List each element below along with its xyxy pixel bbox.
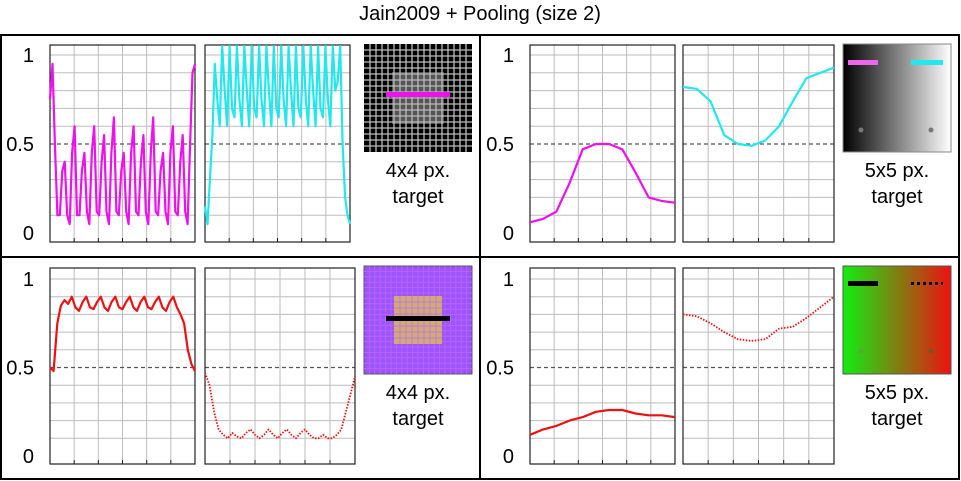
target-label: target (871, 408, 923, 430)
panel-bottom-right: 0 0.5 1 5x5 px. target (486, 265, 952, 468)
subplot (49, 267, 196, 465)
target-label: 5x5 px. (865, 160, 929, 182)
green-red-gradient-target-icon (842, 265, 952, 375)
subplot (48, 44, 197, 243)
series-line (682, 295, 835, 342)
series-line (48, 62, 197, 226)
series-line (682, 66, 835, 147)
subplot (204, 267, 356, 465)
panel-top-right: 0 0.5 1 5x5 px. target (486, 43, 952, 245)
series-line (529, 408, 676, 436)
target-label: 5x5 px. (865, 382, 929, 404)
target-label: target (392, 408, 444, 430)
subplot (529, 267, 676, 465)
checkerboard-grid-gray-icon (364, 44, 472, 152)
target-label: target (392, 186, 444, 208)
panel-bottom-left: 0 0.5 1 4x4 px. target (6, 265, 473, 468)
y-tick-label: 1 (503, 45, 514, 67)
subplot (682, 267, 835, 465)
y-tick-label: 1 (503, 269, 514, 291)
target-label: 4x4 px. (386, 382, 450, 404)
y-tick-label: 0.5 (486, 134, 514, 156)
y-tick-label: 0.5 (486, 358, 514, 380)
target-label: 4x4 px. (386, 160, 450, 182)
series-line (203, 44, 352, 226)
series-line (529, 142, 676, 224)
y-tick-label: 0 (23, 223, 34, 245)
subplot (203, 44, 352, 243)
panel-top-left: 0 0.5 1 4x4 px. target (6, 44, 472, 245)
gray-gradient-target-icon (842, 43, 952, 153)
y-tick-label: 0 (503, 446, 514, 468)
subplot (682, 44, 835, 243)
purple-orange-grid-target-icon (363, 265, 473, 375)
y-tick-label: 1 (23, 269, 34, 291)
y-tick-label: 0.5 (6, 358, 34, 380)
subplot (529, 44, 676, 243)
series-line (49, 295, 196, 373)
y-tick-label: 0.5 (6, 134, 34, 156)
y-tick-label: 0 (23, 446, 34, 468)
y-tick-label: 0 (503, 223, 514, 245)
y-tick-label: 1 (23, 45, 34, 67)
figure-title: Jain2009 + Pooling (size 2) (359, 3, 601, 25)
target-label: target (871, 186, 923, 208)
